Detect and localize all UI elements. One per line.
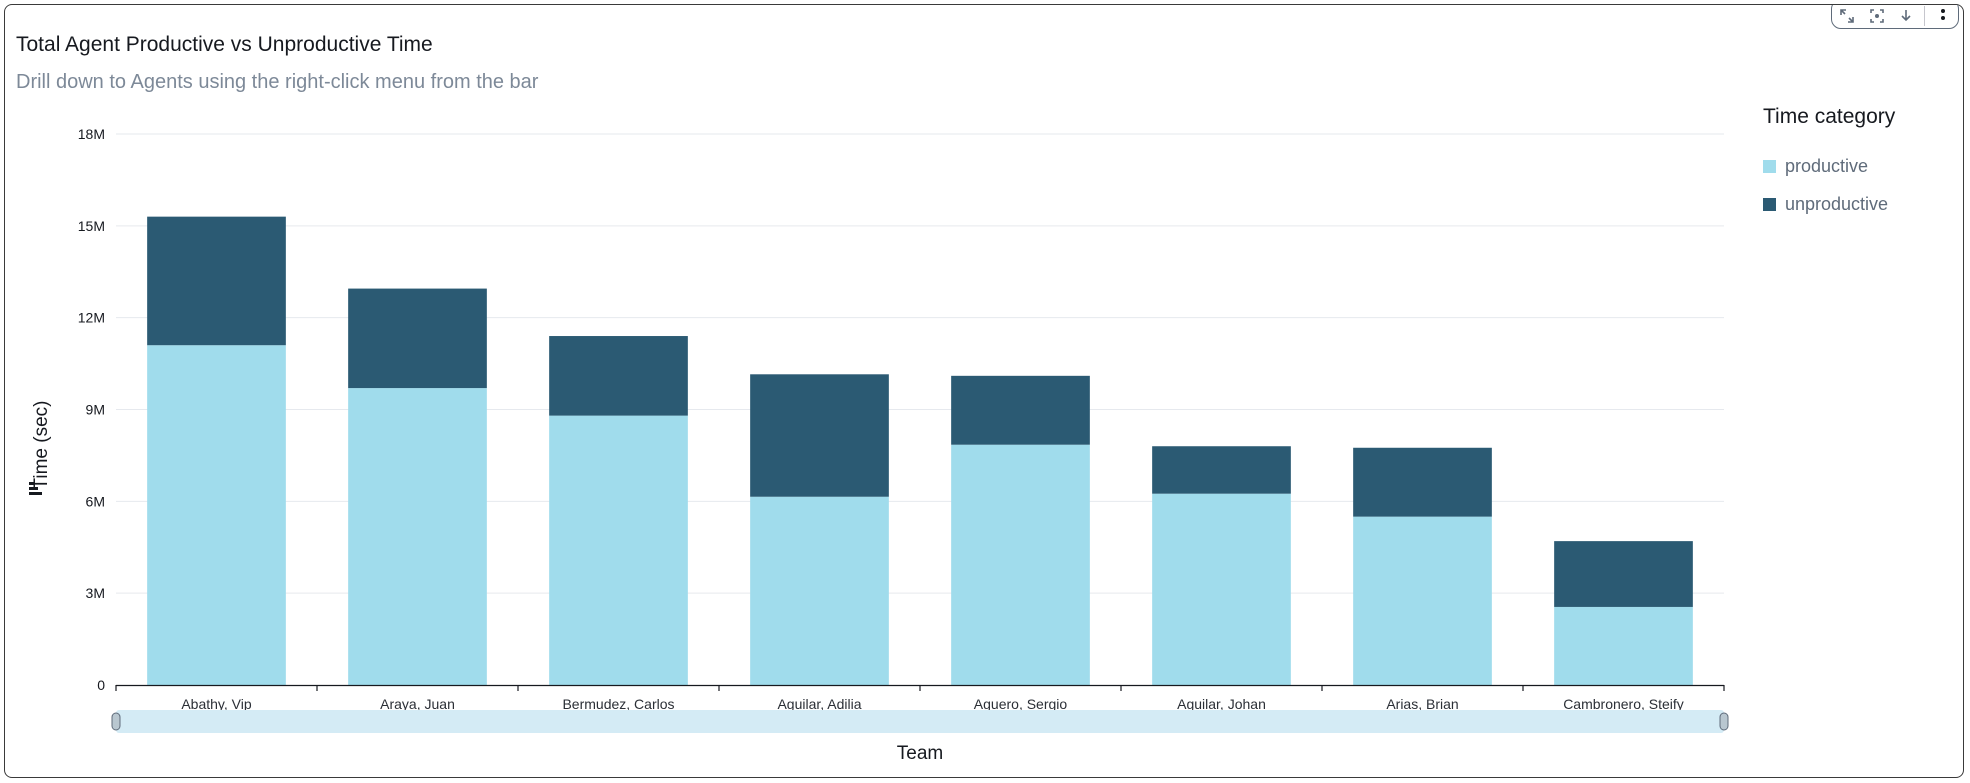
expand-icon[interactable] — [1835, 5, 1859, 27]
x-axis-title: Team — [897, 743, 943, 764]
sort-icon[interactable] — [29, 482, 42, 495]
bars — [147, 216, 1693, 685]
legend-item-productive[interactable]: productive — [1763, 147, 1963, 185]
x-tick-label: Aguilar, Adilia — [777, 696, 861, 712]
bar-unproductive[interactable] — [549, 336, 688, 416]
category-labels: Abathy, Vip Araya, Juan Bermudez, Carlos Ag… — [181, 696, 1683, 712]
toolbar-divider — [1924, 6, 1926, 26]
download-icon[interactable] — [1894, 5, 1918, 27]
y-tick-label: 0 — [97, 677, 105, 693]
bar-chart: 0 3M 6M 9M 12M 15M 18M Abathy, Vip Araya, Juan B… — [29, 126, 1729, 764]
chart-subtitle: Drill down to Agents using the right-cli… — [16, 71, 539, 93]
bar-productive[interactable] — [348, 388, 487, 685]
x-tick-label: Cambronero, Steify — [1563, 696, 1684, 712]
x-tick-label: Araya, Juan — [380, 696, 455, 712]
y-tick-label: 3M — [86, 585, 105, 601]
y-axis-ticks: 0 3M 6M 9M 12M 15M 18M — [78, 126, 105, 693]
legend-label-unproductive: unproductive — [1785, 193, 1889, 214]
bar-unproductive[interactable] — [348, 288, 487, 389]
bar-productive[interactable] — [951, 444, 1090, 685]
x-tick-label: Abathy, Vip — [181, 696, 252, 712]
bar-productive[interactable] — [549, 415, 688, 685]
legend: Time category productive unproductive — [1763, 105, 1963, 223]
scrollbar-left-handle[interactable] — [111, 712, 121, 731]
chart-title: Total Agent Productive vs Unproductive T… — [16, 33, 433, 56]
y-tick-label: 18M — [78, 126, 105, 142]
legend-label-productive: productive — [1785, 155, 1869, 176]
x-axis-scrollbar[interactable] — [116, 710, 1724, 733]
bar-productive[interactable] — [1152, 493, 1291, 685]
legend-item-unproductive[interactable]: unproductive — [1763, 185, 1963, 223]
x-tick-label: Aguilar, Johan — [1177, 696, 1266, 712]
scrollbar-right-handle[interactable] — [1719, 712, 1729, 731]
x-tick-label: Aguero, Sergio — [974, 696, 1068, 712]
y-axis-title: Time (sec) — [31, 400, 52, 489]
y-tick-label: 12M — [78, 310, 105, 326]
bar-unproductive[interactable] — [1152, 446, 1291, 494]
legend-title: Time category — [1763, 105, 1896, 128]
bar-unproductive[interactable] — [750, 374, 889, 497]
y-tick-label: 9M — [86, 402, 105, 418]
more-options-icon[interactable] — [1931, 5, 1955, 27]
x-axis — [115, 684, 1725, 691]
bar-unproductive[interactable] — [951, 375, 1090, 445]
bar-unproductive[interactable] — [1353, 447, 1492, 517]
x-tick-label: Arias, Brian — [1386, 696, 1458, 712]
focus-icon[interactable] — [1865, 5, 1889, 27]
bar-productive[interactable] — [750, 496, 889, 685]
bar-unproductive[interactable] — [1554, 541, 1693, 607]
x-tick-label: Bermudez, Carlos — [562, 696, 674, 712]
legend-swatch-unproductive — [1763, 197, 1776, 211]
bar-unproductive[interactable] — [147, 216, 286, 346]
visual-toolbar — [1831, 5, 1959, 29]
y-tick-label: 6M — [86, 493, 105, 509]
bar-productive[interactable] — [1554, 606, 1693, 685]
y-tick-label: 15M — [78, 218, 105, 234]
bar-productive[interactable] — [1353, 516, 1492, 685]
bar-productive[interactable] — [147, 345, 286, 685]
chart-card: Total Agent Productive vs Unproductive T… — [4, 4, 1964, 778]
legend-swatch-productive — [1763, 159, 1776, 173]
